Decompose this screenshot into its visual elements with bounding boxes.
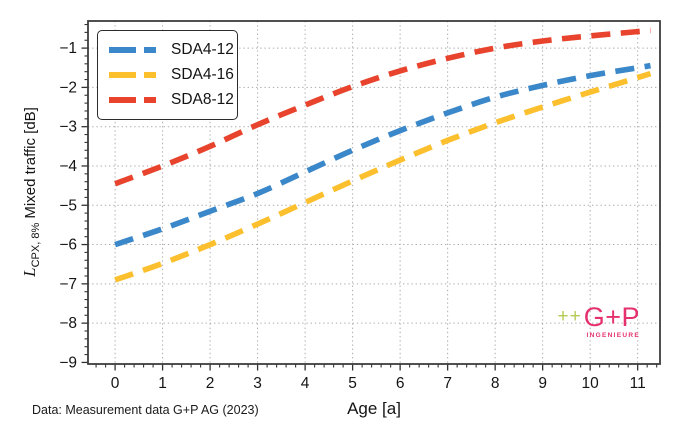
- x-axis-tick-label: 1: [158, 375, 167, 392]
- legend-label: SDA4-16: [171, 66, 234, 84]
- x-axis-tick-label: 2: [206, 375, 215, 392]
- legend-dash-swatch: [109, 97, 160, 103]
- legend-item: SDA8-12: [109, 92, 237, 108]
- x-axis-tick-label: 6: [396, 375, 405, 392]
- y-axis-tick-label: −8: [59, 315, 77, 332]
- series-line-SDA4-16: [114, 71, 652, 283]
- y-axis-tick-label: −4: [59, 158, 77, 175]
- legend-label: SDA4-12: [171, 41, 234, 59]
- x-axis-tick-label: 9: [538, 375, 547, 392]
- x-axis-tick-label: 0: [111, 375, 120, 392]
- y-axis-tick-label: −6: [59, 237, 77, 254]
- logo-subtitle: INGENIEURE: [586, 332, 640, 339]
- logo-wordmark: G+P: [583, 302, 640, 332]
- y-axis-tick-label: −5: [59, 197, 77, 214]
- y-axis-tick-label: −2: [59, 79, 77, 96]
- logo-plus-icon: ++: [557, 306, 582, 327]
- x-axis-tick-label: 8: [491, 375, 500, 392]
- y-axis-tick-label: −9: [59, 354, 77, 371]
- x-axis-label: Age [a]: [347, 399, 401, 418]
- y-axis-label: LCPX, 8% Mixed traffic [dB]: [20, 107, 42, 277]
- x-axis-tick-label: 5: [348, 375, 357, 392]
- legend-item: SDA4-16: [109, 67, 237, 83]
- x-axis-tick-label: 4: [301, 375, 310, 392]
- legend-box: SDA4-12 SDA4-16 SDA8-12: [97, 30, 238, 120]
- legend-label: SDA8-12: [171, 91, 234, 109]
- x-axis-tick-label: 10: [582, 375, 600, 392]
- data-source-note: Data: Measurement data G+P AG (2023): [32, 403, 259, 417]
- series-line-SDA4-12: [114, 62, 652, 248]
- x-axis-tick-label: 3: [253, 375, 262, 392]
- y-axis-tick-label: −3: [59, 119, 77, 136]
- y-axis-label-rest: Mixed traffic [dB]: [22, 107, 39, 223]
- x-axis-tick-label: 11: [630, 375, 646, 392]
- legend-item: SDA4-12: [109, 42, 237, 58]
- y-axis-label-symbol: L: [20, 267, 39, 277]
- y-axis-tick-label: −1: [59, 40, 77, 57]
- plot-frame: [87, 20, 661, 365]
- gp-ingenieure-logo: ++G+P INGENIEURE: [558, 304, 640, 340]
- series-line-SDA8-12: [114, 27, 651, 187]
- y-axis-label-subscript: CPX, 8%: [30, 222, 42, 268]
- y-axis-tick-label: −7: [59, 276, 77, 293]
- legend-dash-swatch: [109, 47, 160, 53]
- legend-dash-swatch: [109, 72, 160, 78]
- x-axis-tick-label: 7: [443, 375, 452, 392]
